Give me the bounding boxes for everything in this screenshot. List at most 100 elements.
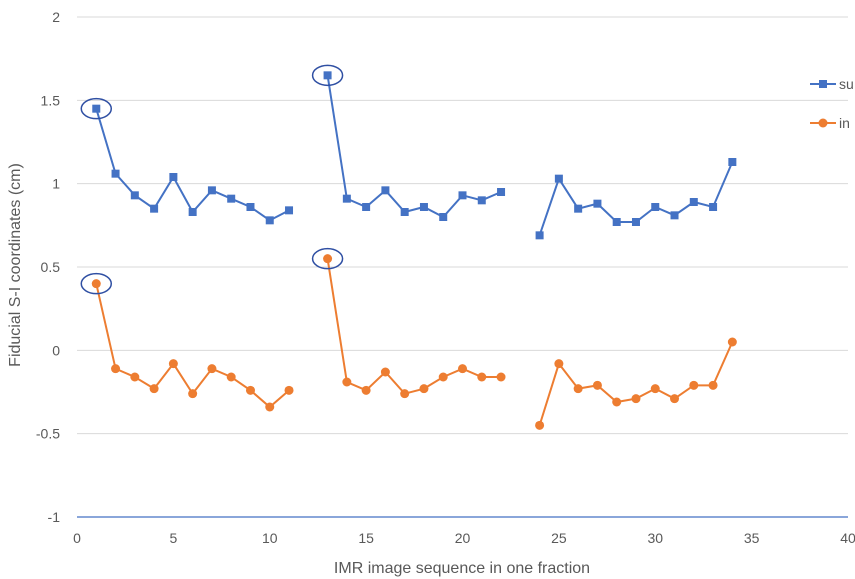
y-tick-label: 1.5 xyxy=(41,92,61,108)
y-tick-label: 2 xyxy=(52,9,60,25)
y-tick-label: -0.5 xyxy=(36,426,60,442)
legend-label: su xyxy=(839,76,854,92)
data-point xyxy=(380,367,390,377)
data-point xyxy=(188,208,197,216)
x-axis-title: IMR image sequence in one fraction xyxy=(334,560,590,577)
x-tick-label: 10 xyxy=(262,530,278,546)
data-point xyxy=(149,384,159,394)
y-tick-label: -1 xyxy=(48,509,61,525)
data-point xyxy=(592,380,602,390)
data-point xyxy=(631,394,641,404)
highlight-ellipse xyxy=(311,64,344,87)
data-point xyxy=(342,377,352,387)
legend-marker xyxy=(819,80,827,88)
data-point xyxy=(207,186,216,195)
data-point xyxy=(728,158,737,166)
data-point xyxy=(362,203,371,211)
data-point xyxy=(323,71,332,80)
data-point xyxy=(381,186,390,195)
data-point xyxy=(111,364,121,374)
x-axis-ticks: 0 5 10 15 20 25 30 35 40 xyxy=(73,530,855,546)
data-point xyxy=(651,203,660,211)
legend-item-su: su xyxy=(810,76,854,92)
highlight-ellipse xyxy=(80,272,113,295)
y-tick-label: 0 xyxy=(52,342,60,358)
data-point xyxy=(496,372,506,382)
data-point xyxy=(554,174,563,183)
x-tick-label: 15 xyxy=(358,530,374,546)
data-point xyxy=(689,380,699,390)
data-point xyxy=(168,359,178,369)
highlight-ellipse xyxy=(80,97,113,120)
data-point xyxy=(535,231,544,240)
data-point xyxy=(130,372,140,382)
data-point xyxy=(284,385,294,395)
highlight-ellipse xyxy=(311,247,344,270)
data-point xyxy=(670,394,680,404)
data-point xyxy=(612,397,622,407)
data-point xyxy=(554,359,564,369)
x-tick-label: 0 xyxy=(73,530,81,546)
data-point xyxy=(400,389,410,399)
y-tick-label: 0.5 xyxy=(41,259,61,275)
data-point xyxy=(150,204,159,213)
y-tick-label: 1 xyxy=(52,176,60,192)
data-point xyxy=(130,191,139,200)
series-line xyxy=(538,341,734,426)
x-tick-label: 5 xyxy=(169,530,177,546)
data-point xyxy=(709,203,718,211)
x-tick-label: 20 xyxy=(455,530,471,546)
data-point xyxy=(342,194,351,203)
x-tick-label: 35 xyxy=(744,530,760,546)
gridlines xyxy=(77,16,848,518)
data-point xyxy=(400,208,409,216)
y-axis-title: Fiducial S-I coordinates (cm) xyxy=(7,163,24,367)
data-point xyxy=(439,213,448,221)
data-point xyxy=(169,173,178,181)
legend-marker xyxy=(818,118,828,128)
data-point xyxy=(419,384,429,394)
data-point xyxy=(477,372,487,382)
data-point xyxy=(91,279,101,289)
data-point xyxy=(631,218,640,226)
x-tick-label: 25 xyxy=(551,530,567,546)
data-point xyxy=(727,337,737,347)
highlight-layer xyxy=(80,64,344,295)
data-point xyxy=(92,104,101,113)
series-in xyxy=(91,254,737,430)
data-point xyxy=(612,218,621,226)
data-point xyxy=(323,254,333,264)
data-point xyxy=(111,169,120,178)
data-point xyxy=(265,216,274,225)
legend-label: in xyxy=(839,115,850,131)
data-point xyxy=(477,196,486,205)
data-point xyxy=(438,372,448,382)
data-point xyxy=(689,198,698,206)
data-point xyxy=(419,203,428,211)
legend: su in xyxy=(810,76,854,131)
data-point xyxy=(227,194,236,203)
series-su xyxy=(92,71,737,240)
y-axis-ticks: -1 -0.5 0 0.5 1 1.5 2 xyxy=(36,9,60,525)
data-point xyxy=(573,384,583,394)
data-point xyxy=(708,380,718,390)
series-line xyxy=(326,258,502,395)
series-layer xyxy=(91,71,737,430)
data-point xyxy=(650,384,660,394)
data-point xyxy=(458,191,467,200)
series-line xyxy=(95,283,290,409)
data-point xyxy=(245,385,255,395)
series-line xyxy=(326,75,502,219)
data-point xyxy=(207,364,217,374)
data-point xyxy=(226,372,236,382)
series-line xyxy=(95,108,290,222)
x-tick-label: 40 xyxy=(840,530,855,546)
data-point xyxy=(188,389,198,399)
x-tick-label: 30 xyxy=(647,530,663,546)
data-point xyxy=(285,206,294,215)
data-point xyxy=(497,188,506,196)
data-point xyxy=(361,385,371,395)
legend-item-in: in xyxy=(810,115,850,131)
data-point xyxy=(265,402,275,412)
